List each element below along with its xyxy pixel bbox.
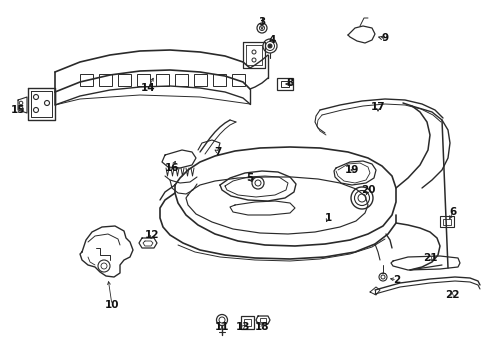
Bar	[231, 74, 244, 86]
Text: 18: 18	[254, 322, 269, 332]
Text: 17: 17	[370, 102, 385, 112]
Text: 19: 19	[344, 165, 359, 175]
Bar	[194, 74, 206, 86]
Bar	[213, 74, 225, 86]
Text: 16: 16	[164, 163, 179, 173]
Bar	[442, 219, 450, 225]
Bar	[118, 74, 131, 86]
Text: 10: 10	[104, 300, 119, 310]
Bar	[137, 74, 150, 86]
Text: 14: 14	[141, 83, 155, 93]
Bar	[241, 316, 253, 329]
Text: 4: 4	[268, 35, 275, 45]
Text: 13: 13	[235, 322, 250, 332]
Text: 12: 12	[144, 230, 159, 240]
Text: 9: 9	[381, 33, 388, 43]
Text: 5: 5	[246, 173, 253, 183]
Bar	[175, 74, 187, 86]
Text: 1: 1	[324, 213, 331, 223]
Bar	[439, 216, 453, 227]
Text: 20: 20	[360, 185, 374, 195]
Bar	[281, 81, 288, 87]
Bar	[99, 74, 112, 86]
Text: 21: 21	[422, 253, 436, 263]
Circle shape	[267, 44, 271, 48]
Text: 15: 15	[11, 105, 25, 115]
Bar	[244, 319, 250, 326]
Bar	[80, 74, 93, 86]
Text: 11: 11	[214, 322, 229, 332]
Bar	[260, 318, 265, 322]
Text: 7: 7	[214, 147, 221, 157]
Bar	[156, 74, 169, 86]
Text: 6: 6	[448, 207, 456, 217]
Text: 8: 8	[286, 78, 293, 88]
Text: 22: 22	[444, 290, 458, 300]
Text: 3: 3	[258, 17, 265, 27]
Text: 2: 2	[392, 275, 400, 285]
Bar	[276, 78, 292, 90]
